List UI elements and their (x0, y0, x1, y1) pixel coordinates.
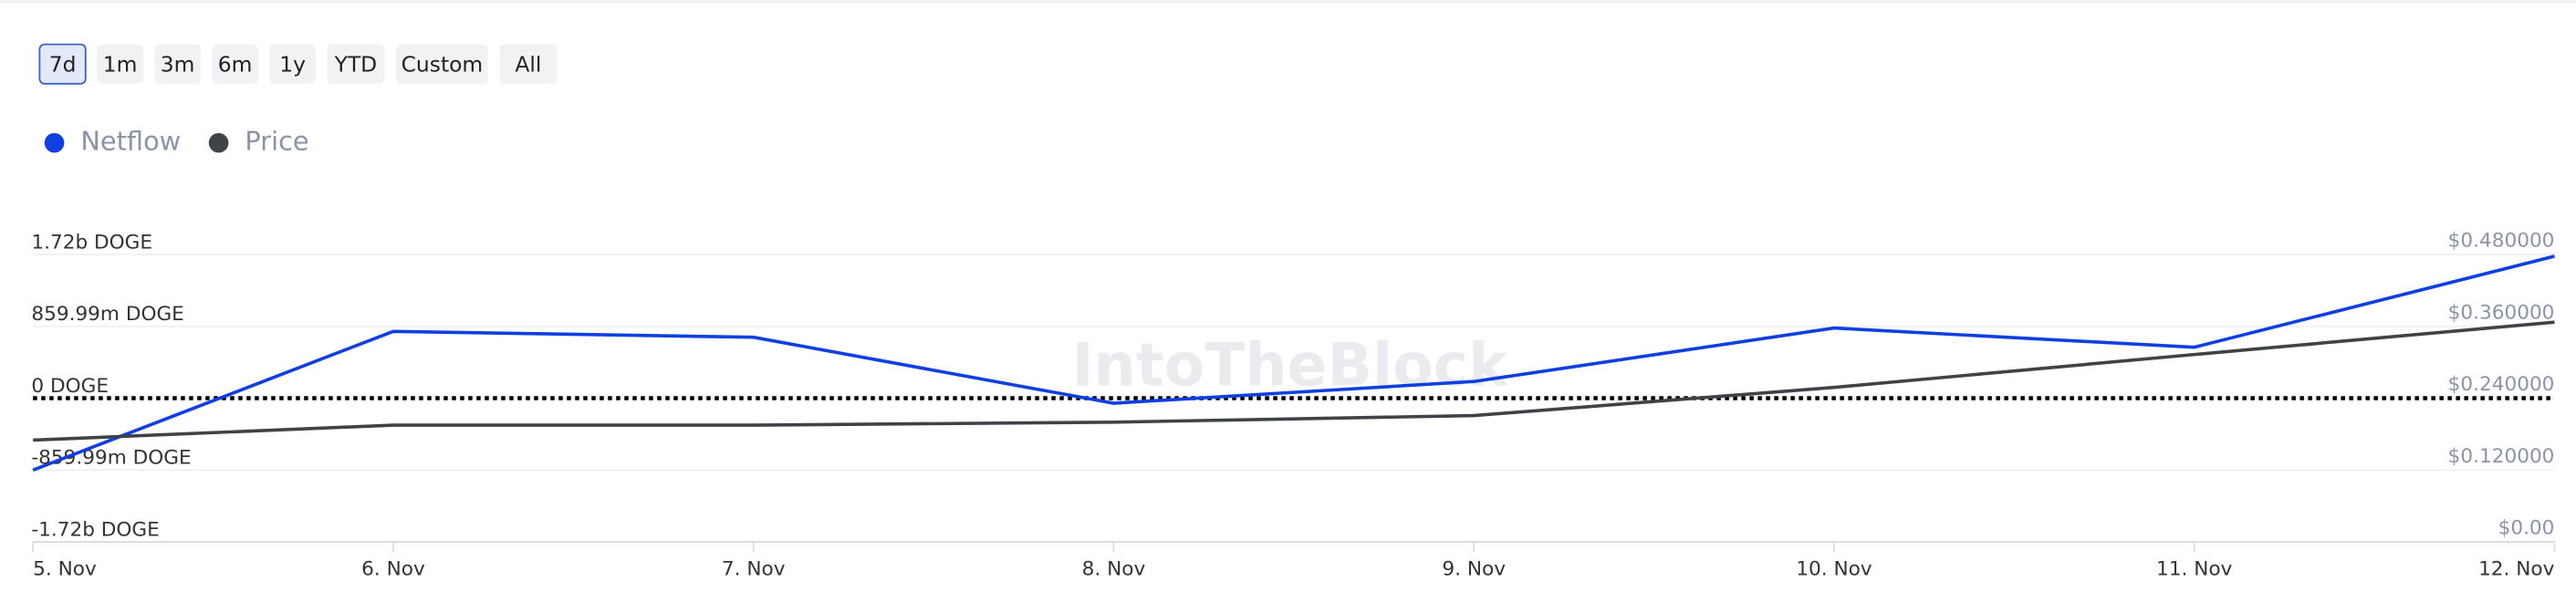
legend-label[interactable]: Netflow (80, 126, 181, 157)
x-tick-label: 5. Nov (33, 558, 97, 581)
y-tick-label: 859.99m DOGE (31, 303, 183, 326)
x-tick-label: 10. Nov (1796, 558, 1872, 581)
y-tick-label: 1.72b DOGE (31, 231, 152, 254)
range-button[interactable] (97, 44, 143, 84)
range-button-label[interactable]: All (515, 52, 541, 78)
y2-tick-label: $0.360000 (2448, 301, 2555, 324)
range-button[interactable] (269, 44, 316, 84)
y-tick-label: -1.72b DOGE (31, 518, 159, 541)
range-button-label[interactable]: 6m (218, 52, 253, 78)
range-button-label[interactable]: 1m (103, 52, 138, 78)
y2-tick-label: $0.480000 (2448, 230, 2555, 253)
y-tick-label: 0 DOGE (31, 375, 109, 398)
range-button-label[interactable]: Custom (402, 52, 484, 78)
x-tick-label: 9. Nov (1442, 558, 1506, 581)
y-tick-label: -859.99m DOGE (31, 447, 191, 470)
y2-tick-label: $0.240000 (2448, 373, 2555, 396)
range-button[interactable] (212, 44, 258, 84)
range-button[interactable] (396, 44, 488, 84)
x-tick-label: 6. Nov (361, 558, 425, 581)
legend-label[interactable]: Price (245, 126, 308, 157)
range-button[interactable] (38, 43, 87, 85)
range-button-label[interactable]: 1y (279, 52, 306, 78)
range-button-label[interactable]: 3m (161, 52, 195, 78)
y2-tick-label: $0.00 (2498, 517, 2555, 540)
range-button-label[interactable]: YTD (334, 52, 378, 78)
x-tick-label: 8. Nov (1082, 558, 1146, 581)
x-tick-label: 11. Nov (2156, 558, 2233, 581)
x-tick-label: 7. Nov (722, 558, 786, 581)
watermark: IntoTheBlock (1071, 332, 1509, 400)
range-button[interactable] (499, 44, 558, 84)
y2-tick-label: $0.120000 (2448, 445, 2555, 468)
legend-marker[interactable] (44, 132, 65, 153)
range-button-label[interactable]: 7d (49, 52, 77, 78)
x-tick-label: 12. Nov (2478, 558, 2555, 581)
range-button[interactable] (327, 44, 385, 84)
legend-marker[interactable] (208, 132, 229, 153)
series-line (33, 320, 2555, 442)
range-button[interactable] (154, 44, 201, 84)
series-line (32, 255, 2555, 472)
